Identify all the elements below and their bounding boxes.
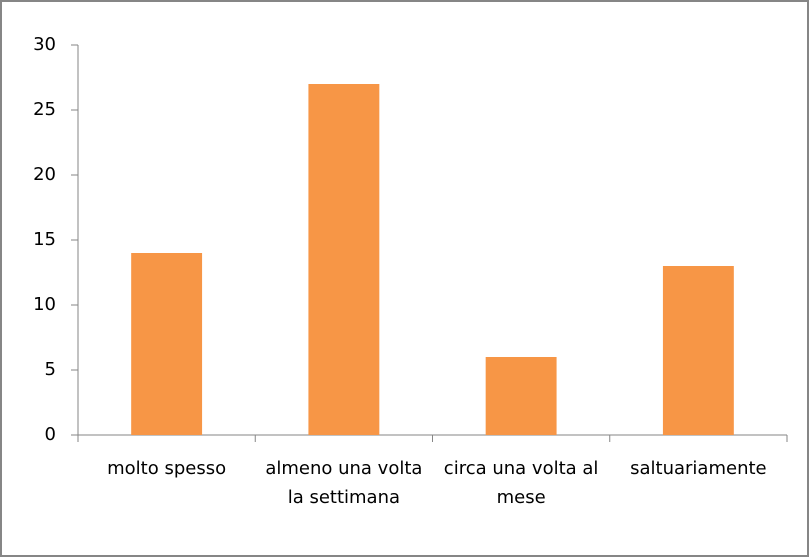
y-tick-label: 30: [33, 34, 56, 55]
bar: [131, 253, 203, 435]
y-tick-label: 15: [33, 229, 56, 250]
x-tick-label: saltuariamente: [630, 458, 767, 479]
x-tick-label: molto spesso: [107, 458, 227, 479]
y-tick-label: 0: [45, 424, 56, 445]
x-tick-label: circa una volta al mese: [443, 458, 599, 508]
y-tick-label: 10: [33, 294, 56, 315]
y-tick-label: 5: [45, 359, 56, 380]
bar: [308, 84, 380, 435]
bar: [485, 357, 557, 435]
y-tick-label: 25: [33, 99, 56, 120]
y-tick-label: 20: [33, 164, 56, 185]
x-tick-label: almeno una volta la settimana: [265, 458, 423, 508]
bar: [662, 266, 734, 435]
